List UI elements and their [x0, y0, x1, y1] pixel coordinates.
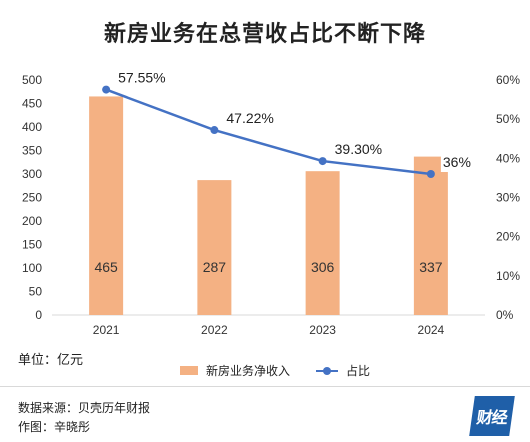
- line-point: [102, 85, 111, 94]
- legend-line-swatch: [316, 366, 339, 375]
- line-value-label: 47.22%: [226, 110, 273, 126]
- line-point: [426, 170, 435, 178]
- author-note: 作图：辛晓彤: [18, 420, 91, 434]
- bar: [197, 180, 232, 315]
- x-tick-label: 2021: [93, 323, 120, 337]
- brand-logo: 财经: [469, 396, 515, 436]
- legend-line-label: 占比: [346, 364, 371, 378]
- bar-value-label: 337: [419, 259, 443, 275]
- x-tick-label: 2022: [201, 323, 228, 337]
- y-left-tick-label: 500: [22, 73, 42, 87]
- y-right-tick-label: 0%: [496, 308, 514, 322]
- line-label-bg: [116, 69, 170, 88]
- legend-bar-label: 新房业务净收入: [206, 364, 291, 378]
- chart-title: 新房业务在总营收占比不断下降: [103, 21, 426, 46]
- bar: [89, 96, 124, 315]
- line-value-label: 57.55%: [118, 70, 165, 86]
- y-left-tick-label: 350: [22, 144, 42, 158]
- bar-value-label: 287: [203, 259, 227, 275]
- line-label-bg: [332, 141, 386, 160]
- y-left-tick-label: 50: [29, 285, 43, 299]
- x-tick-label: 2023: [309, 323, 336, 337]
- line-point: [210, 126, 219, 135]
- y-left-tick-label: 250: [22, 191, 42, 205]
- line-value-label: 36%: [443, 154, 471, 170]
- y-right-tick-label: 40%: [496, 151, 520, 165]
- line-point: [318, 157, 327, 166]
- legend-bar-swatch: [180, 366, 198, 375]
- y-right-tick-label: 20%: [496, 230, 520, 244]
- y-right-tick-label: 50%: [496, 112, 520, 126]
- x-tick-label: 2024: [418, 323, 445, 337]
- share-line: [105, 88, 432, 176]
- line-label-bg: [224, 110, 278, 129]
- bar-value-label: 306: [311, 259, 335, 275]
- line-value-label: 39.30%: [335, 141, 382, 157]
- y-right-tick-label: 30%: [496, 191, 520, 205]
- line-label-bg: [440, 154, 470, 172]
- y-left-tick-label: 0: [35, 308, 42, 322]
- y-left-tick-label: 450: [22, 97, 42, 111]
- y-left-tick-label: 400: [22, 120, 42, 134]
- y-left-tick-label: 100: [22, 261, 42, 275]
- footer-divider: [0, 386, 530, 387]
- y-left-tick-label: 300: [22, 167, 42, 181]
- legend: 新房业务净收入 占比: [180, 362, 370, 379]
- unit-label: 单位：亿元: [18, 352, 84, 367]
- source-note: 数据来源：贝壳历年财报: [18, 401, 151, 415]
- y-left-tick-label: 150: [22, 238, 42, 252]
- bar: [305, 171, 340, 315]
- y-right-tick-label: 10%: [496, 269, 520, 283]
- bar: [413, 156, 448, 315]
- bar-value-label: 465: [94, 259, 118, 275]
- y-left-tick-label: 200: [22, 214, 42, 228]
- y-right-tick-label: 60%: [496, 73, 520, 87]
